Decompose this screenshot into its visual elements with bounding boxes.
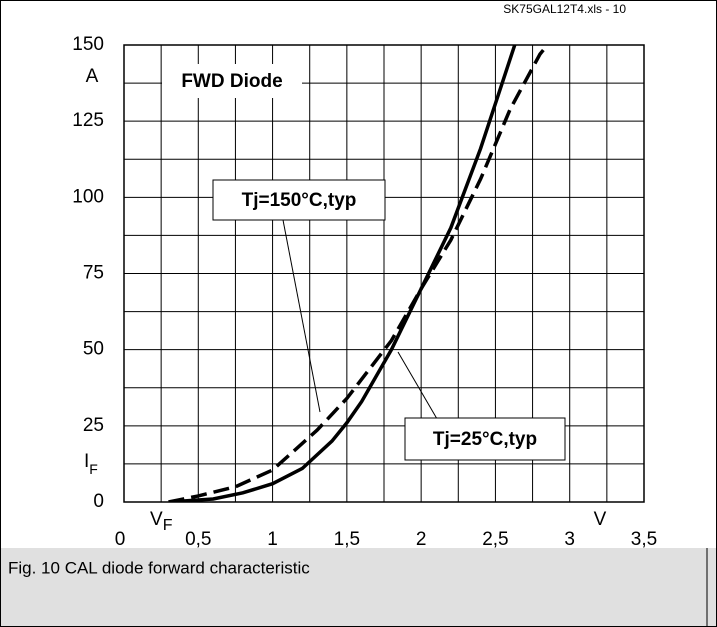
leader-line bbox=[282, 219, 321, 413]
x-tick-label: 1,5 bbox=[334, 529, 360, 550]
x-label: VF bbox=[150, 509, 173, 534]
y-unit: A bbox=[86, 66, 99, 87]
y-tick-label: 125 bbox=[72, 110, 104, 131]
x-tick-label: 1 bbox=[267, 529, 278, 550]
line bbox=[168, 45, 517, 502]
caption: Fig. 10 CAL diode forward characteristic bbox=[8, 558, 310, 577]
caption-area bbox=[1, 548, 716, 626]
annotation-box bbox=[162, 64, 302, 98]
annotation-box bbox=[212, 179, 386, 221]
x-unit: V bbox=[594, 509, 607, 530]
x-tick-label: 3,5 bbox=[631, 529, 657, 550]
annotation: Tj=25°C,typ bbox=[433, 429, 537, 450]
source: SK75GAL12T4.xls - 10 bbox=[503, 2, 626, 16]
x-tick-label: 2 bbox=[416, 529, 427, 550]
x-label-main: V bbox=[150, 509, 163, 530]
y-tick-label: 25 bbox=[83, 415, 104, 436]
x-label-sub: F bbox=[163, 517, 173, 534]
plot-frame bbox=[123, 44, 645, 503]
y-tick-label: 100 bbox=[72, 186, 104, 207]
y-tick-label: 75 bbox=[83, 263, 104, 284]
annotation: Tj=150°C,typ bbox=[242, 190, 357, 211]
y-label: IF bbox=[84, 451, 98, 477]
x-tick-label: 2,5 bbox=[482, 529, 508, 550]
annotation-box bbox=[404, 417, 566, 461]
y-tick-label: 50 bbox=[83, 339, 104, 360]
x-tick-label: 3 bbox=[564, 529, 575, 550]
leader-line bbox=[397, 351, 441, 425]
y-label-main: I bbox=[84, 451, 89, 472]
x-tick-label: 0 bbox=[115, 529, 126, 550]
line bbox=[168, 45, 549, 502]
series bbox=[168, 45, 549, 502]
annotation: FWD Diode bbox=[181, 71, 282, 92]
y-tick-label: 150 bbox=[72, 34, 104, 55]
series bbox=[168, 45, 517, 502]
y-label-sub: F bbox=[89, 461, 98, 477]
plot: 0 0,5 1 1,5 2 2,5 3 3,5 0 25 50 75 100 125 150 FWD Diod… bbox=[72, 34, 657, 550]
y-tick-label: 0 bbox=[93, 491, 104, 512]
x-tick-label: 0,5 bbox=[185, 529, 211, 550]
